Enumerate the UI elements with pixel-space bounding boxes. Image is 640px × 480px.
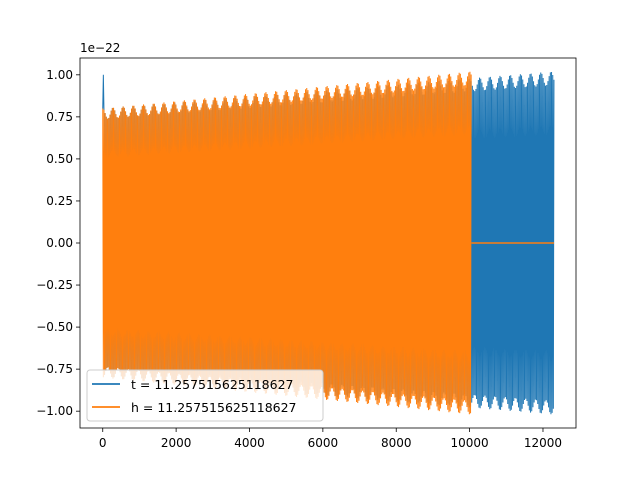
x-tick-label: 2000 (161, 436, 192, 450)
y-tick-label: 0.50 (46, 152, 73, 166)
y-tick-label: 0.25 (46, 194, 73, 208)
legend-box (86, 369, 324, 422)
legend-label-h: h = 11.257515625118627 (131, 400, 297, 415)
x-tick-label: 12000 (524, 436, 562, 450)
x-tick-label: 8000 (381, 436, 412, 450)
x-tick-label: 0 (99, 436, 107, 450)
y-tick-label: 0.00 (46, 236, 73, 250)
legend: t = 11.257515625118627 h = 11.2575156251… (86, 369, 324, 422)
x-tick-label: 4000 (234, 436, 265, 450)
y-tick-label: −0.50 (36, 320, 73, 334)
y-tick-label: −0.75 (36, 362, 73, 376)
y-tick-label: 0.75 (46, 110, 73, 124)
y-tick-label: 1.00 (46, 68, 73, 82)
x-tick-label: 6000 (308, 436, 339, 450)
x-axis: 0 2000 4000 6000 8000 10000 12000 (99, 428, 562, 450)
y-axis-offset-text: 1e−22 (80, 41, 120, 55)
legend-label-t: t = 11.257515625118627 (131, 377, 294, 392)
y-tick-label: −1.00 (36, 404, 73, 418)
y-axis: −1.00 −0.75 −0.50 −0.25 0.00 0.25 0.50 0.75 1.00 (36, 68, 80, 418)
y-tick-label: −0.25 (36, 278, 73, 292)
x-tick-label: 10000 (451, 436, 489, 450)
